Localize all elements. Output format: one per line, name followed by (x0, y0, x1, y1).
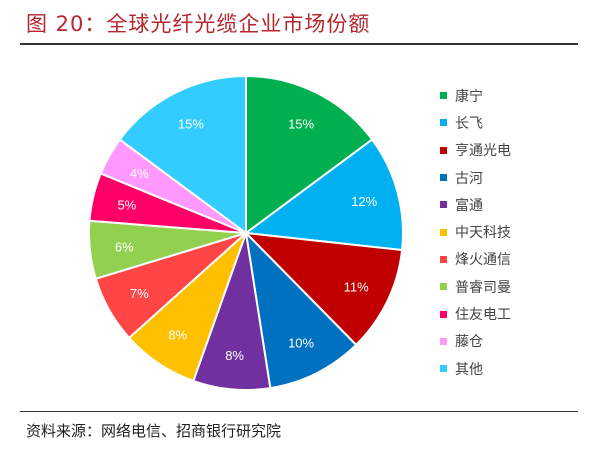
legend-item: 中天科技 (440, 218, 511, 245)
data-label: 8% (225, 348, 244, 363)
legend-swatch (440, 228, 447, 236)
legend-label: 其他 (455, 361, 483, 378)
legend-swatch (440, 310, 447, 318)
legend-swatch (440, 283, 447, 291)
data-label: 5% (117, 198, 136, 213)
pie-slice-1 (243, 138, 404, 252)
source-divider (20, 411, 578, 412)
legend-swatch (440, 365, 447, 373)
legend-label: 藤仓 (455, 334, 483, 351)
legend-item: 烽火通信 (440, 246, 511, 273)
data-label: 11% (344, 279, 369, 294)
legend-swatch (440, 92, 447, 100)
legend-item: 其他 (440, 355, 511, 382)
data-label: 15% (178, 117, 204, 132)
legend-swatch (440, 174, 447, 182)
legend-item: 亨通光电 (440, 137, 511, 164)
legend-label: 康宁 (455, 88, 483, 105)
pie-slice-2 (243, 231, 404, 347)
data-label: 6% (115, 239, 134, 254)
pie-slice-0 (245, 74, 374, 235)
legend-item: 康宁 (440, 82, 511, 109)
legend-swatch (440, 337, 447, 345)
legend-item: 古河 (440, 164, 511, 191)
legend-item: 住友电工 (440, 300, 511, 327)
data-label: 7% (130, 286, 149, 301)
data-label: 8% (168, 328, 187, 343)
legend-swatch (440, 146, 447, 154)
legend-label: 富通 (455, 197, 483, 214)
chart-title: 图 20：全球光纤光缆企业市场份额 (26, 12, 371, 36)
legend-label: 普睿司曼 (455, 279, 511, 296)
data-label: 4% (130, 166, 149, 181)
legend-item: 普睿司曼 (440, 273, 511, 300)
legend-swatch (440, 201, 447, 209)
legend-label: 住友电工 (455, 307, 511, 324)
legend-label: 中天科技 (455, 225, 511, 242)
pie-slice-3 (244, 230, 358, 390)
data-label: 10% (288, 335, 314, 350)
legend-label: 亨通光电 (455, 143, 511, 160)
data-label: 12% (351, 194, 377, 209)
legend-label: 长飞 (455, 115, 483, 132)
source-note: 资料来源：网络电信、招商银行研究院 (26, 422, 282, 440)
legend-item: 长飞 (440, 109, 511, 136)
legend-item: 富通 (440, 191, 511, 218)
legend-item: 藤仓 (440, 328, 511, 355)
legend-label: 古河 (455, 170, 483, 187)
title-divider (20, 43, 578, 45)
legend-swatch (440, 119, 447, 127)
legend-swatch (440, 255, 447, 263)
pie-slice-10 (118, 74, 247, 235)
legend-label: 烽火通信 (455, 252, 511, 269)
data-label: 15% (288, 117, 314, 132)
legend: 康宁长飞亨通光电古河富通中天科技烽火通信普睿司曼住友电工藤仓其他 (440, 82, 511, 382)
